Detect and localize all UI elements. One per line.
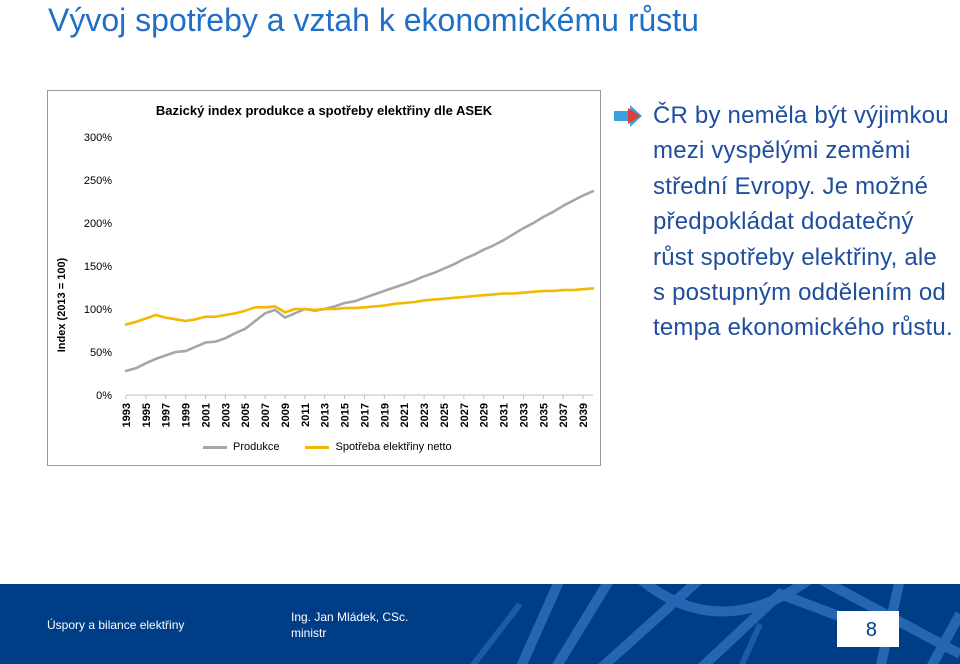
- x-tick-label: 2003: [220, 403, 232, 427]
- x-tick-label: 1997: [161, 403, 173, 427]
- arrow-right-icon: [614, 105, 642, 127]
- x-tick-label: 2025: [439, 403, 451, 427]
- slide-title: Vývoj spotřeby a vztah k ekonomickému rů…: [48, 2, 699, 38]
- author-name: Ing. Jan Mládek, CSc.: [291, 610, 409, 624]
- legend-label-produkce: Produkce: [233, 441, 280, 453]
- footer: Úspory a bilance elektřiny Ing. Jan Mlád…: [0, 584, 960, 664]
- x-tick-label: 2017: [359, 403, 371, 427]
- y-tick-label: 300%: [84, 132, 112, 144]
- x-tick-label: 2007: [260, 403, 272, 427]
- x-tick-label: 2033: [518, 403, 530, 427]
- x-tick-label: 2021: [399, 403, 411, 427]
- line-chart: 0% 50% 100% 150% 200% 250% 300% 1993 1995 1997 199…: [84, 132, 595, 427]
- legend-swatch-produkce: [203, 445, 227, 449]
- x-tick-label: 1999: [181, 403, 193, 427]
- y-tick-label: 100%: [84, 304, 112, 316]
- y-tick-label: 50%: [90, 347, 112, 359]
- x-tick-label: 2009: [280, 403, 292, 427]
- legend-label-spotreba: Spotřeba elektřiny netto: [335, 441, 452, 453]
- legend-item-spotreba: Spotřeba elektřiny netto: [305, 441, 452, 453]
- x-tick-label: 2039: [578, 403, 590, 427]
- series-line-spotreba: [124, 287, 595, 326]
- x-tick-label: 2029: [479, 403, 491, 427]
- author-role: ministr: [291, 626, 327, 640]
- x-tick-label: 2023: [419, 403, 431, 427]
- x-tick-label: 1995: [141, 403, 153, 427]
- x-tick-label: 2015: [340, 403, 352, 427]
- x-tick-label: 2005: [240, 403, 252, 427]
- footer-author: Ing. Jan Mládek, CSc. ministr: [291, 609, 408, 641]
- x-tick-label: 2031: [499, 403, 511, 427]
- y-tick-label: 200%: [84, 218, 112, 230]
- x-tick-label: 2001: [200, 403, 212, 427]
- side-text: ČR by neměla být výjimkou mezi vyspělými…: [653, 102, 953, 342]
- x-tick-label: 1993: [121, 403, 133, 427]
- footer-left-text: Úspory a bilance elektřiny: [47, 618, 185, 632]
- y-tick-label: 250%: [84, 175, 112, 187]
- y-tick-label: 0%: [96, 390, 112, 402]
- x-tick-label: 2011: [300, 403, 312, 427]
- x-tick-label: 2027: [459, 403, 471, 427]
- chart-title: Bazický index produkce a spotřeby elektř…: [155, 103, 493, 118]
- series-line-produkce: [124, 189, 595, 373]
- y-tick-label: 150%: [84, 261, 112, 273]
- page-number: 8: [837, 611, 899, 647]
- legend-swatch-spotreba: [305, 445, 330, 449]
- x-tick-label: 2035: [538, 403, 550, 427]
- x-tick-label: 2037: [558, 403, 570, 427]
- chart-legend: Produkce Spotřeba elektřiny netto: [203, 441, 470, 453]
- x-tick-label: 2019: [379, 403, 391, 427]
- x-tick-label: 2013: [320, 403, 332, 427]
- chart-frame: Bazický index produkce a spotřeby elektř…: [47, 90, 601, 466]
- legend-item-produkce: Produkce: [203, 441, 279, 453]
